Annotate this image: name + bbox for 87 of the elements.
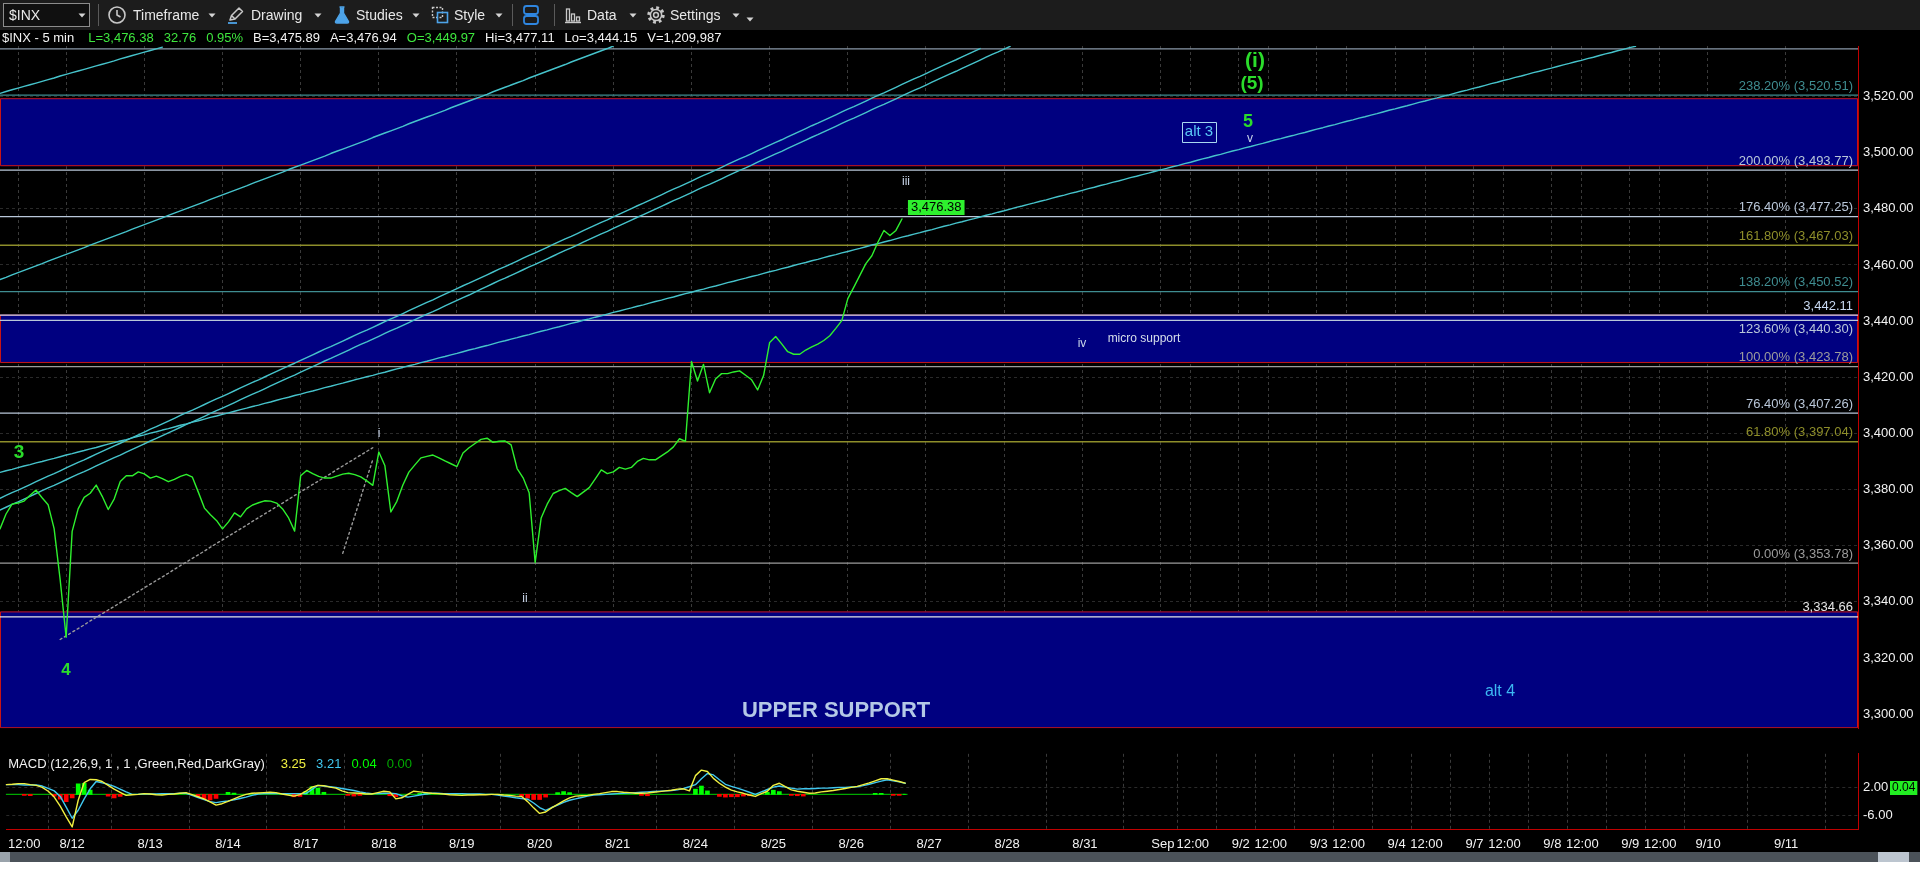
- text: Timeframe: [133, 7, 200, 23]
- x-tick-label: 9/3: [1309, 836, 1328, 852]
- symbol-field: $INX: [3, 3, 90, 27]
- ref-line-label: 3,442.11: [1803, 297, 1853, 313]
- x-tick-label: 8/19: [449, 836, 475, 852]
- text: Data: [587, 7, 617, 23]
- band-label: micro support: [1107, 331, 1181, 346]
- y-tick-label: 3,480.00: [1863, 200, 1914, 216]
- annotation: (5): [1240, 72, 1264, 94]
- x-tick-label: Sep: [1151, 836, 1175, 852]
- ref-line-label: 176.40% (3,477.25): [1738, 199, 1853, 215]
- x-tick-label: 8/14: [215, 836, 241, 852]
- y-tick-label: 3,400.00: [1863, 425, 1914, 440]
- x-tick-label: 8/31: [1072, 836, 1098, 852]
- annotation: alt 4: [1484, 682, 1516, 700]
- y-tick-label: 3,360.00: [1863, 537, 1914, 553]
- text: Drawing: [251, 7, 303, 23]
- x-tick-label: 12:00: [1410, 836, 1443, 852]
- x-tick-label: 12:00: [1176, 836, 1210, 852]
- y-tick-label: 3,420.00: [1863, 368, 1914, 384]
- x-tick-label: 9/10: [1695, 836, 1721, 852]
- ref-line-label: 3,334.66: [1802, 599, 1853, 615]
- ref-line-label: 0.00% (3,353.78): [1753, 545, 1853, 561]
- x-tick-label: 9/8: [1543, 836, 1562, 852]
- x-tick-label: 9/2: [1231, 836, 1250, 852]
- annotation: iv: [1077, 336, 1087, 351]
- x-tick-label: 8/26: [838, 836, 864, 852]
- text: Studies: [356, 7, 403, 23]
- annotation: i: [377, 426, 381, 441]
- y-tick-label: 3,460.00: [1863, 256, 1914, 272]
- text: 0.04: [1892, 780, 1916, 795]
- x-tick-label: 8/12: [59, 836, 85, 852]
- x-tick-label: 12:00: [7, 836, 41, 852]
- y-tick-label: 3,440.00: [1863, 312, 1914, 328]
- ref-line-label: 100.00% (3,423.78): [1738, 349, 1853, 365]
- annotation: v: [1247, 131, 1253, 146]
- chart-title: MACD (12,26,9, 1 , 1 ,Green,Red,DarkGray): [8, 756, 265, 772]
- x-tick-label: 9/11: [1773, 836, 1799, 852]
- x-tick-label: 8/24: [682, 836, 709, 852]
- ref-line-label: 61.80% (3,397.04): [1746, 424, 1853, 440]
- chart-title: $INX - 5 min: [2, 29, 75, 45]
- y-tick-label: -6.00: [1863, 806, 1893, 822]
- x-tick-label: 9/7: [1465, 836, 1484, 852]
- y-tick-label: 3,520.00: [1863, 88, 1914, 104]
- annotation: 4: [61, 659, 72, 679]
- series-label: 3.21: [316, 756, 342, 772]
- annotation: 5: [1242, 110, 1254, 131]
- x-tick-label: 12:00: [1332, 836, 1365, 852]
- ref-line-label: 123.60% (3,440.30): [1738, 320, 1853, 336]
- x-tick-label: 12:00: [1566, 836, 1599, 852]
- ref-line-label: 76.40% (3,407.26): [1746, 395, 1853, 411]
- y-tick-label: 3,300.00: [1863, 705, 1914, 721]
- x-tick-label: 9/4: [1387, 836, 1406, 852]
- series-label: 3.25: [280, 756, 307, 772]
- ref-line-label: 238.20% (3,520.51): [1738, 77, 1853, 93]
- x-tick-label: 12:00: [1643, 836, 1677, 852]
- x-tick-label: 8/20: [526, 836, 553, 852]
- x-tick-label: 8/28: [994, 836, 1020, 852]
- series-label: 0.04: [351, 756, 377, 772]
- ref-line-label: 161.80% (3,467.03): [1738, 227, 1853, 243]
- x-tick-label: 8/21: [604, 836, 631, 852]
- ref-line-label: 138.20% (3,450.52): [1738, 274, 1853, 290]
- x-tick-label: 8/13: [137, 836, 163, 852]
- text: Style: [454, 7, 486, 23]
- annotation: (i): [1245, 47, 1265, 71]
- x-tick-label: 8/25: [760, 836, 786, 852]
- text: Settings: [670, 7, 721, 23]
- x-tick-label: 12:00: [1254, 836, 1287, 852]
- band-label: UPPER SUPPORT: [741, 696, 931, 722]
- x-tick-label: 8/17: [293, 836, 319, 852]
- text: L=3,476.38 32.76 0.95% B=3,475.89 A=3,476.94 O=3,449.97 Hi=3,477.11 Lo=3,444.15 V=1,209,987: [88, 29, 722, 45]
- band-label: alt 3: [1184, 122, 1214, 140]
- x-tick-label: 9/9: [1621, 836, 1640, 852]
- ref-line-label: 200.00% (3,493.77): [1738, 152, 1853, 168]
- y-tick-label: 3,340.00: [1863, 593, 1914, 609]
- annotation: ii: [522, 591, 528, 606]
- annotation: 3: [13, 441, 25, 463]
- y-tick-label: 3,380.00: [1863, 481, 1914, 497]
- y-tick-label: 3,320.00: [1863, 649, 1914, 665]
- y-tick-label: 2.00: [1863, 778, 1889, 794]
- annotation: iii: [902, 174, 910, 189]
- y-tick-label: 3,500.00: [1863, 144, 1914, 160]
- x-tick-label: 12:00: [1488, 836, 1521, 852]
- data-label: 3,476.38: [910, 199, 962, 215]
- series-label: 0.00: [386, 756, 412, 772]
- x-tick-label: 8/18: [371, 836, 397, 852]
- x-tick-label: 8/27: [916, 836, 942, 852]
